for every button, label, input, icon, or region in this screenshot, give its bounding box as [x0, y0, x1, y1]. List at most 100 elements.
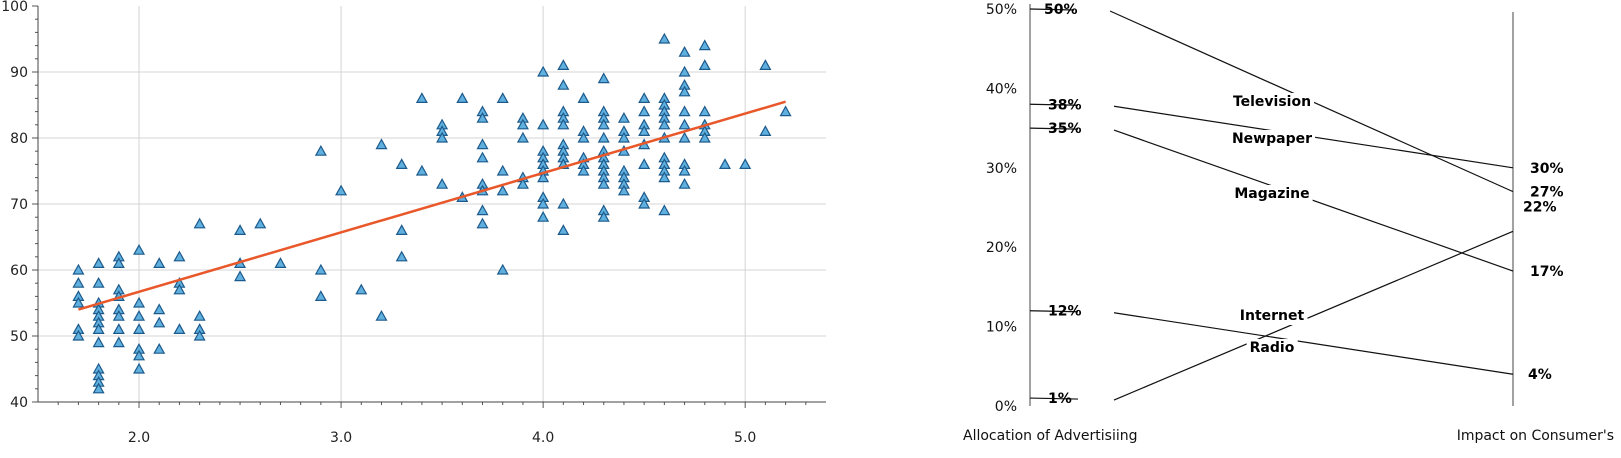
data-point-marker [678, 105, 691, 117]
data-point-marker [476, 217, 489, 229]
data-point-marker [537, 65, 550, 77]
data-point-marker [234, 224, 247, 235]
series-name-backing [1229, 93, 1315, 111]
right-value-label: 27% [1530, 185, 1564, 201]
x-tick-label: 4.0 [532, 430, 554, 446]
series-line-lead [1029, 8, 1075, 11]
data-point-marker [72, 276, 85, 288]
left-axis-caption: Allocation of Advertisiing [963, 428, 1138, 444]
series-name-backing [1228, 130, 1316, 148]
data-point-marker [274, 257, 287, 268]
y-tick-label: 60 [10, 263, 28, 279]
series-name-label: Radio [1250, 340, 1295, 356]
data-point-marker [72, 296, 85, 308]
data-point-marker [537, 118, 550, 130]
series-name-label: Newpaper [1232, 131, 1312, 147]
data-point-marker [658, 32, 671, 44]
y-tick-label: 50 [10, 329, 28, 345]
data-point-marker [335, 184, 348, 196]
data-point-marker [395, 224, 408, 235]
data-point-marker [678, 131, 691, 143]
data-point-marker [759, 59, 772, 71]
left-value-label: 35% [1048, 121, 1082, 137]
data-point-marker [355, 283, 368, 295]
data-point-marker [92, 257, 105, 268]
data-point-marker [557, 59, 570, 71]
data-point-marker [234, 270, 247, 282]
data-point-marker [133, 362, 146, 374]
data-point-marker [72, 329, 85, 341]
data-point-marker [516, 131, 529, 143]
data-point-marker [739, 158, 752, 169]
data-point-marker [577, 92, 590, 104]
data-point-marker [557, 118, 570, 130]
y-tick-label: 90 [10, 65, 28, 81]
data-point-marker [496, 263, 509, 275]
data-point-marker [516, 118, 529, 130]
data-point-marker [537, 210, 550, 222]
data-point-marker [112, 323, 125, 334]
data-point-marker [698, 59, 711, 71]
left-value-label: 1% [1048, 391, 1072, 407]
data-point-marker [516, 177, 529, 189]
data-point-marker [254, 217, 267, 229]
data-point-marker [557, 224, 570, 235]
data-point-marker [617, 111, 630, 123]
data-point-marker [112, 309, 125, 321]
data-point-marker [92, 336, 105, 348]
data-point-marker [314, 144, 327, 156]
left-value-label: 38% [1048, 97, 1082, 113]
data-point-marker [557, 197, 570, 209]
data-point-marker [577, 131, 590, 143]
data-point-marker [133, 296, 146, 308]
data-point-marker [456, 92, 469, 104]
data-point-marker [153, 316, 166, 328]
series-line-lead [1029, 397, 1079, 400]
data-point-marker [92, 323, 105, 334]
data-point-marker [617, 184, 630, 196]
data-point-marker [678, 45, 691, 57]
series-name-label: Magazine [1234, 186, 1309, 202]
data-point-marker [678, 177, 691, 189]
series-name-backing [1236, 307, 1308, 325]
data-point-marker [133, 323, 146, 334]
y-tick-label: 0% [995, 399, 1017, 415]
data-point-marker [496, 184, 509, 196]
data-point-marker [193, 309, 206, 321]
left-value-label: 50% [1044, 2, 1078, 18]
data-point-marker [314, 290, 327, 301]
data-point-marker [779, 105, 792, 117]
data-point-marker [415, 92, 428, 104]
y-tick-label: 100 [1, 0, 28, 15]
data-point-marker [759, 125, 772, 136]
data-point-marker [638, 158, 651, 169]
series-line [1113, 312, 1514, 375]
slope-chart: 0% 10% 20% 30% 40% 50% 50% 27% Television 38% 30% N… [963, 2, 1614, 444]
data-point-marker [496, 164, 509, 176]
series-line [1113, 129, 1514, 272]
data-point-marker [153, 257, 166, 268]
data-point-marker [133, 243, 146, 255]
data-point-marker [557, 78, 570, 90]
series-line-lead [1029, 310, 1079, 313]
data-point-marker [193, 217, 206, 229]
data-point-marker [698, 131, 711, 143]
data-point-marker [314, 263, 327, 275]
right-value-label: 22% [1523, 199, 1557, 215]
y-tick-label: 40% [986, 81, 1017, 97]
data-point-marker [173, 283, 186, 295]
data-point-marker [496, 92, 509, 104]
data-point-marker [638, 197, 651, 209]
y-tick-label: 20% [986, 240, 1017, 256]
left-value-label: 12% [1048, 304, 1082, 320]
data-point-marker [173, 323, 186, 334]
data-point-marker [92, 276, 105, 288]
data-point-marker [436, 177, 449, 189]
data-point-marker [537, 171, 550, 183]
series-name-backing [1246, 339, 1298, 357]
series-name-label: Television [1233, 94, 1311, 110]
series-line-lead [1029, 103, 1079, 106]
y-tick-label: 80 [10, 131, 28, 147]
data-point-marker [72, 263, 85, 275]
